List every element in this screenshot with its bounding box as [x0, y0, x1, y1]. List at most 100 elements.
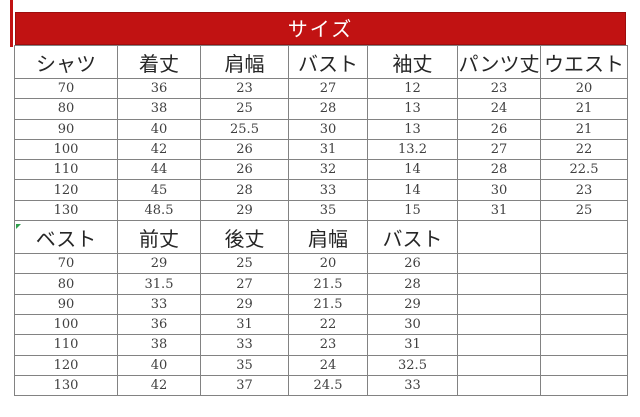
table-cell: 20 — [288, 253, 368, 275]
size-table-body: シャツ 着丈 肩幅 バスト 袖丈 パンツ丈 ウエスト 70 36 23 27 12 23 20 80 38 25… — [14, 45, 628, 397]
header-cell: シャツ — [14, 45, 118, 79]
table-row: 100 42 26 31 13.2 27 22 — [14, 138, 628, 161]
table-cell: 110 — [14, 159, 118, 181]
table-cell: 26 — [200, 138, 289, 161]
table-cell: 70 — [14, 77, 118, 100]
table-row: 130 42 37 24.5 33 — [14, 374, 628, 397]
table-cell: 31 — [288, 138, 368, 161]
red-line-decoration — [10, 0, 13, 47]
header-cell: バスト — [288, 45, 368, 79]
table-cell: 42 — [117, 374, 201, 397]
table-cell — [457, 334, 541, 356]
header-cell: 後丈 — [200, 220, 289, 255]
table-cell: 44 — [117, 159, 201, 181]
table-cell: 80 — [14, 273, 118, 295]
table-cell: 23 — [540, 179, 628, 201]
table-cell: 36 — [117, 77, 201, 100]
table-cell: 20 — [540, 77, 628, 100]
table-cell — [457, 313, 541, 336]
header-cell: 肩幅 — [288, 220, 368, 255]
table-cell — [540, 374, 628, 397]
table-cell: 48.5 — [117, 199, 201, 222]
table-cell: 25 — [540, 199, 628, 222]
table-row: 130 48.5 29 35 15 31 25 — [14, 199, 628, 222]
table-cell — [540, 313, 628, 336]
table-cell: 120 — [14, 179, 118, 201]
table-cell: 28 — [288, 98, 368, 120]
table-cell — [540, 334, 628, 356]
table-cell: 25 — [200, 98, 289, 120]
table-cell: 30 — [457, 179, 541, 201]
table-row: 110 38 33 23 31 — [14, 334, 628, 356]
table-cell: 12 — [367, 77, 458, 100]
table-cell: 33 — [288, 179, 368, 201]
table-cell: 21.5 — [288, 293, 368, 315]
table-cell: 38 — [117, 334, 201, 356]
table-cell: 31 — [367, 334, 458, 356]
table-cell: 32 — [288, 159, 368, 181]
table-cell: 26 — [457, 118, 541, 140]
header-cell: ベスト — [14, 220, 118, 255]
table-cell: 35 — [200, 354, 289, 376]
table-cell: 21.5 — [288, 273, 368, 295]
table-cell: 22 — [288, 313, 368, 336]
table-cell: 14 — [367, 179, 458, 201]
table-row: 90 33 29 21.5 29 — [14, 293, 628, 315]
header-cell: 着丈 — [117, 45, 201, 79]
table-cell: 100 — [14, 313, 118, 336]
table-row: 80 31.5 27 21.5 28 — [14, 273, 628, 295]
table-cell: 28 — [457, 159, 541, 181]
table-cell: 120 — [14, 354, 118, 376]
table-cell: 28 — [200, 179, 289, 201]
table-cell: 31 — [200, 313, 289, 336]
table-cell: 33 — [200, 334, 289, 356]
table-cell: 25.5 — [200, 118, 289, 140]
table-cell: 32.5 — [367, 354, 458, 376]
table-cell: 21 — [540, 98, 628, 120]
table-cell: 13 — [367, 98, 458, 120]
table-row: 90 40 25.5 30 13 26 21 — [14, 118, 628, 140]
table-cell: 28 — [367, 273, 458, 295]
header-cell — [457, 220, 541, 255]
table-row: 70 36 23 27 12 23 20 — [14, 77, 628, 100]
table-cell: 23 — [288, 334, 368, 356]
header-row: ベスト 前丈 後丈 肩幅 バスト — [14, 220, 628, 255]
table-cell: 26 — [367, 253, 458, 275]
header-cell: ウエスト — [540, 45, 628, 79]
table-row: 100 36 31 22 30 — [14, 313, 628, 336]
comment-marker-icon — [16, 224, 21, 229]
table-cell: 29 — [200, 199, 289, 222]
table-cell — [540, 293, 628, 315]
table-row: 80 38 25 28 13 24 21 — [14, 98, 628, 120]
table-cell: 23 — [200, 77, 289, 100]
table-cell: 110 — [14, 334, 118, 356]
table-cell: 15 — [367, 199, 458, 222]
table-cell: 45 — [117, 179, 201, 201]
table-cell: 24.5 — [288, 374, 368, 397]
header-cell — [540, 220, 628, 255]
table-cell — [457, 253, 541, 275]
page-title: サイズ — [287, 16, 354, 41]
header-cell: 前丈 — [117, 220, 201, 255]
table-cell: 37 — [200, 374, 289, 397]
table-cell: 24 — [288, 354, 368, 376]
table-row: 110 44 26 32 14 28 22.5 — [14, 159, 628, 181]
table-cell: 80 — [14, 98, 118, 120]
table-cell: 14 — [367, 159, 458, 181]
table-cell — [540, 273, 628, 295]
table-cell: 33 — [117, 293, 201, 315]
table-cell: 24 — [457, 98, 541, 120]
size-table: シャツ 着丈 肩幅 バスト 袖丈 パンツ丈 ウエスト 70 36 23 27 12 23 20 80 38 25… — [14, 45, 628, 397]
table-cell: 31.5 — [117, 273, 201, 295]
table-cell: 27 — [457, 138, 541, 161]
table-cell: 27 — [288, 77, 368, 100]
table-cell: 23 — [457, 77, 541, 100]
header-row: シャツ 着丈 肩幅 バスト 袖丈 パンツ丈 ウエスト — [14, 45, 628, 79]
table-cell: 30 — [288, 118, 368, 140]
table-cell — [457, 354, 541, 376]
table-cell: 35 — [288, 199, 368, 222]
table-cell: 30 — [367, 313, 458, 336]
header-cell: パンツ丈 — [457, 45, 541, 79]
table-cell: 33 — [367, 374, 458, 397]
table-cell — [540, 354, 628, 376]
